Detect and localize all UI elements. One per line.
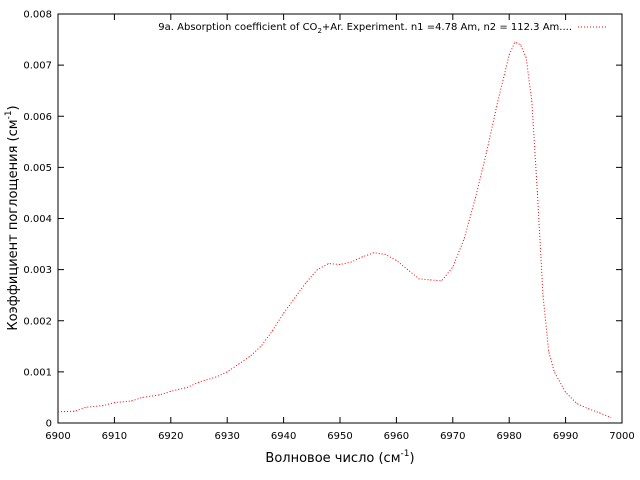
y-tick-label: 0.006	[23, 112, 52, 123]
data-point	[339, 264, 341, 265]
data-point	[418, 278, 420, 280]
y-tick-labels: 0 0.001 0.002 0.003 0.004 0.005 0.006 0.007 0.00…	[23, 10, 52, 430]
data-point	[187, 386, 189, 388]
data-point	[215, 376, 217, 378]
data-point	[508, 54, 510, 56]
series-line	[57, 41, 611, 418]
x-tick-label: 6910	[102, 431, 127, 442]
y-tick-label: 0	[46, 419, 52, 430]
axis-ticks	[57, 13, 623, 424]
data-point	[362, 256, 364, 258]
data-point	[102, 405, 104, 407]
data-point	[565, 391, 567, 393]
data-point	[238, 363, 239, 365]
x-tick-label: 6960	[384, 431, 409, 442]
x-tick-label: 6920	[158, 431, 183, 442]
data-point	[525, 57, 527, 58]
legend-label: 9a. Absorption coefficient of CO2+Ar. Ex…	[158, 22, 572, 35]
data-point	[74, 410, 76, 412]
x-tick-label: 6950	[327, 431, 352, 442]
data-point	[610, 416, 612, 418]
data-point	[514, 41, 516, 43]
data-point	[170, 390, 172, 392]
data-point	[305, 281, 307, 283]
y-tick-label: 0.002	[23, 316, 52, 327]
data-point	[474, 197, 476, 199]
data-point	[294, 297, 296, 299]
data-point	[113, 402, 115, 404]
data-point	[384, 253, 386, 255]
plot-frame	[57, 13, 623, 424]
data-point	[85, 406, 87, 408]
data-point	[598, 412, 600, 414]
data-point	[283, 312, 285, 314]
data-point	[542, 294, 544, 296]
data-point	[260, 345, 262, 347]
data-point	[463, 238, 465, 240]
y-tick-label: 0.003	[23, 265, 52, 276]
data-point	[226, 371, 228, 373]
y-tick-label: 0.001	[23, 367, 52, 378]
x-tick-label: 6980	[496, 431, 521, 442]
data-point	[536, 192, 538, 194]
data-point	[452, 266, 454, 268]
data-point	[497, 100, 499, 102]
y-tick-label: 0.005	[23, 163, 52, 174]
data-point	[407, 269, 409, 271]
data-point	[57, 411, 59, 413]
y-tick-label: 0.008	[23, 10, 52, 21]
data-point	[486, 151, 488, 153]
data-point	[441, 280, 442, 282]
data-point	[350, 261, 352, 263]
x-tick-label: 6940	[271, 431, 296, 442]
data-point	[587, 408, 589, 410]
data-point	[159, 394, 160, 396]
y-tick-label: 0.004	[23, 214, 52, 225]
data-point	[553, 371, 555, 373]
data-point	[548, 350, 550, 352]
x-tick-labels: 6900 6910 6920 6930 6940 6950 6960 6970 6980 6990…	[45, 431, 634, 442]
x-axis-title: Волновое число (см-1)	[265, 449, 414, 466]
x-tick-label: 6900	[45, 431, 70, 442]
data-point	[429, 279, 431, 281]
data-point	[130, 400, 132, 402]
data-point	[142, 396, 144, 398]
data-point	[395, 259, 397, 261]
x-tick-label: 6930	[214, 431, 239, 442]
data-point	[271, 330, 273, 332]
data-point	[328, 263, 330, 264]
series-layer	[57, 41, 612, 418]
data-point	[373, 252, 375, 254]
data-point	[576, 403, 578, 405]
x-tick-label: 6990	[553, 431, 578, 442]
data-point	[198, 381, 200, 383]
data-point	[531, 100, 533, 102]
y-axis-title: Коэффициент поглощения (см-1)	[4, 105, 21, 330]
data-point	[249, 356, 251, 357]
y-tick-label: 0.007	[23, 61, 52, 72]
legend: 9a. Absorption coefficient of CO2+Ar. Ex…	[158, 22, 608, 35]
data-point	[316, 269, 318, 271]
data-point	[520, 44, 521, 46]
x-tick-label: 6970	[440, 431, 465, 442]
x-tick-label: 7000	[609, 431, 634, 442]
